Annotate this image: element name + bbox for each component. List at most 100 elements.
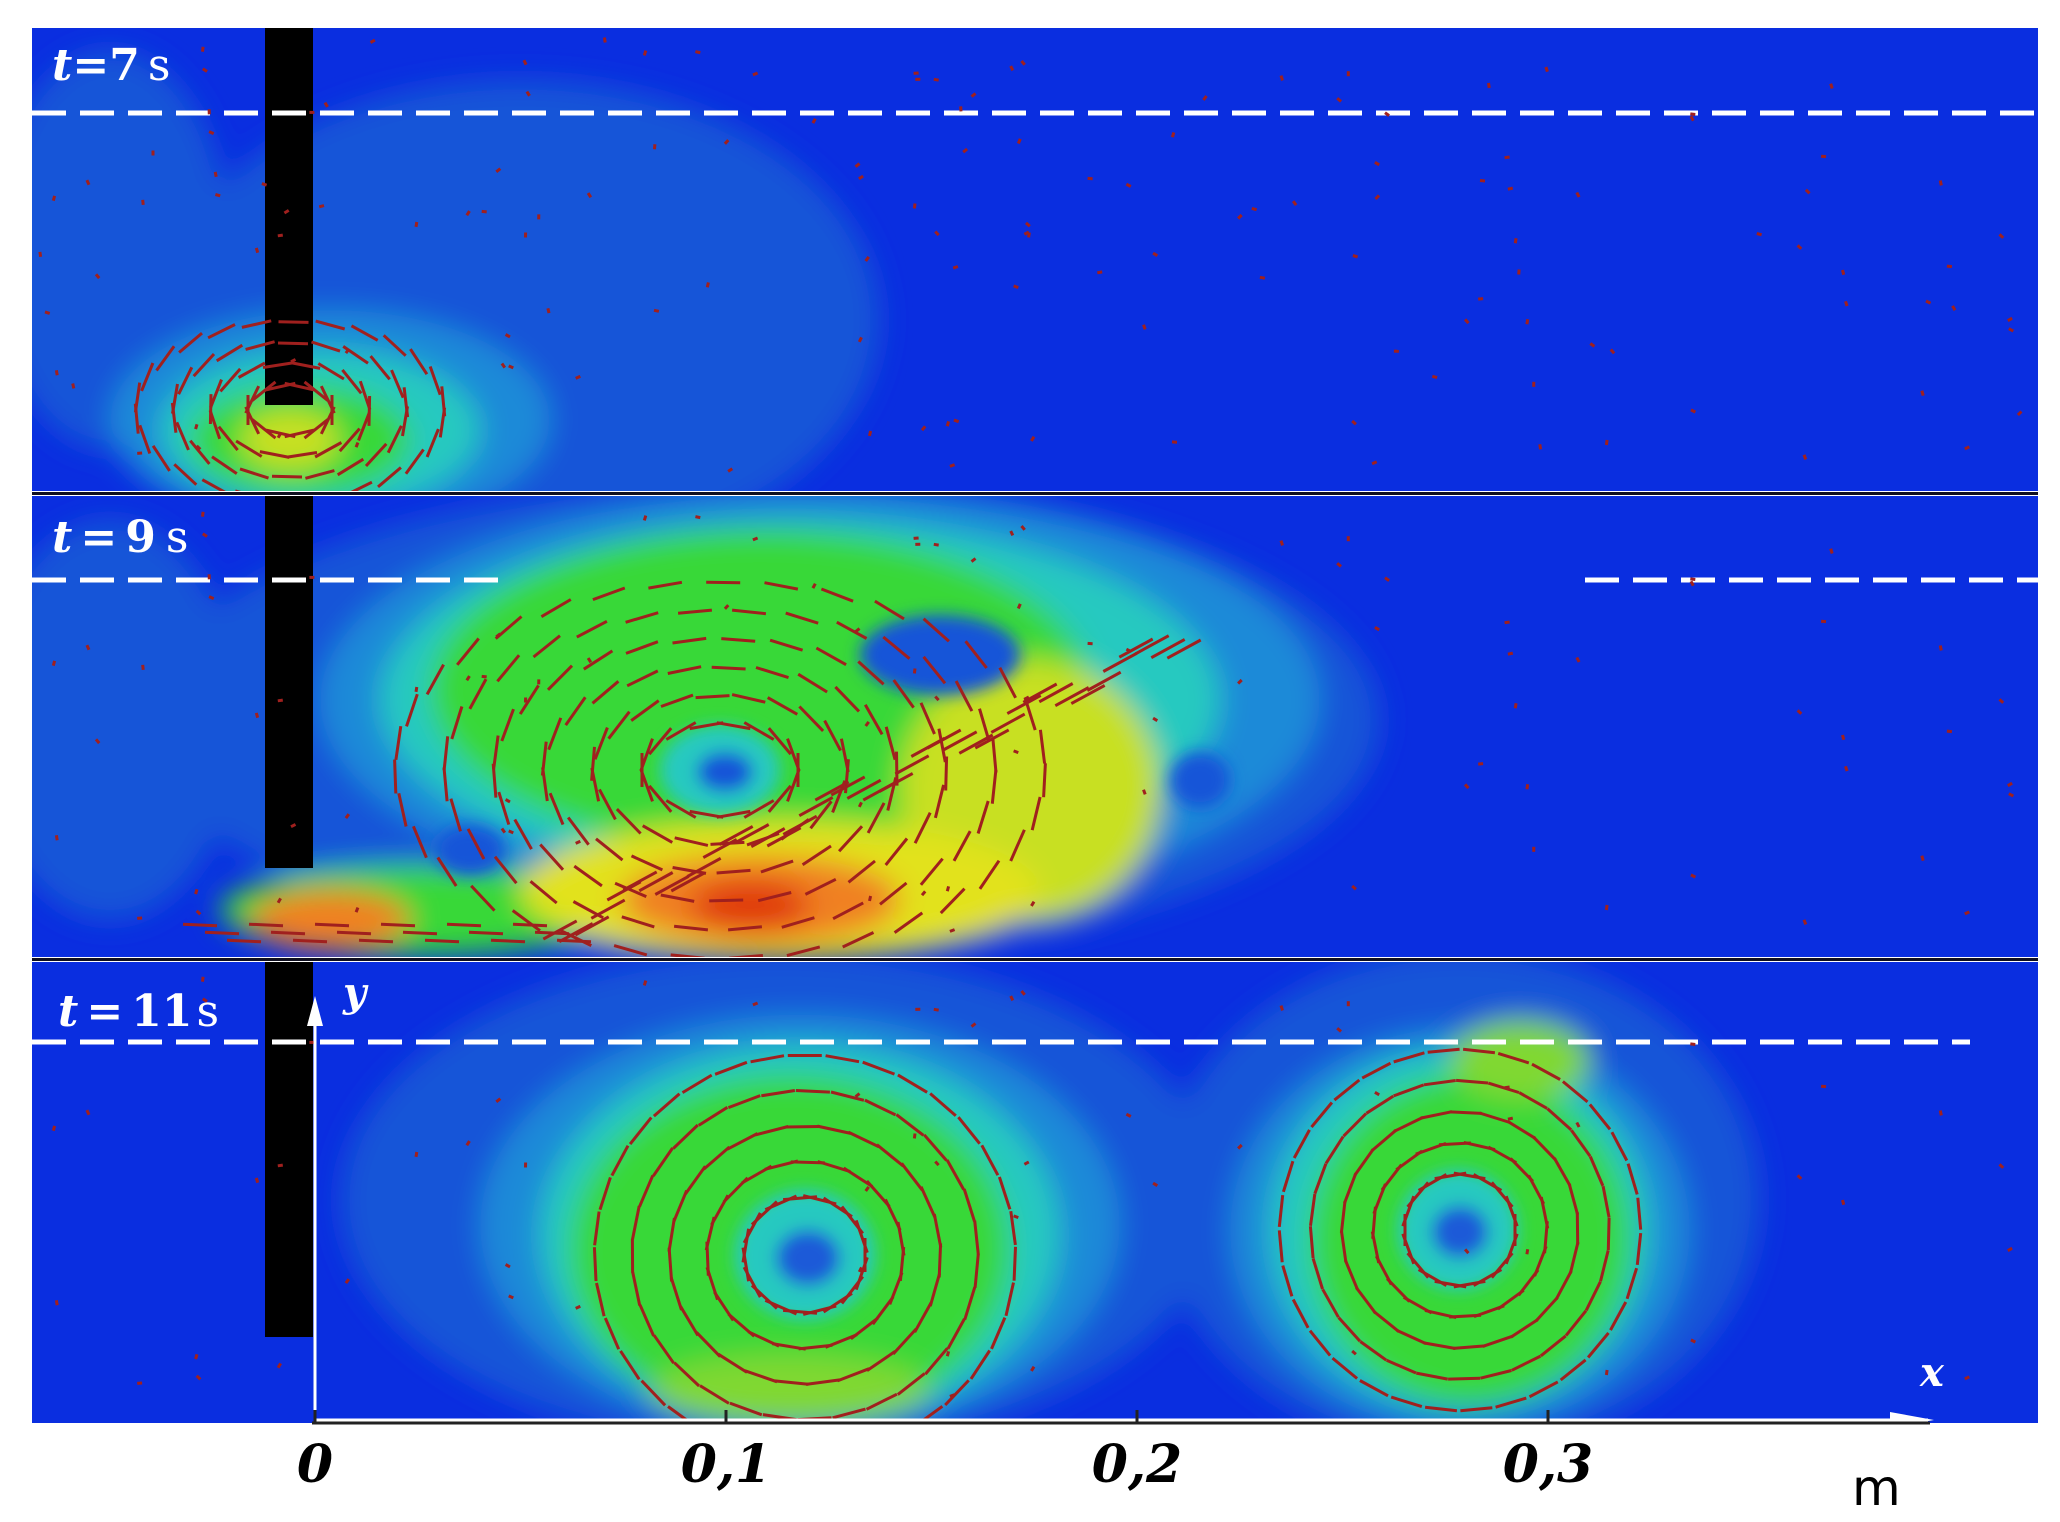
velocity-vector xyxy=(1625,1267,1639,1300)
velocity-vector xyxy=(1829,548,1834,554)
velocity-vector xyxy=(54,1300,59,1306)
velocity-vector xyxy=(446,922,482,928)
velocity-vector xyxy=(1511,1354,1542,1372)
velocity-vector xyxy=(1125,182,1132,188)
velocity-vector xyxy=(442,767,449,802)
velocity-vector xyxy=(540,741,548,776)
velocity-vector xyxy=(1690,1042,1696,1046)
panel-t7-plate xyxy=(265,28,313,405)
velocity-vector xyxy=(717,1352,748,1374)
velocity-vector xyxy=(868,895,873,902)
velocity-vector xyxy=(1690,577,1696,581)
velocity-vector xyxy=(913,1301,933,1333)
velocity-vector xyxy=(251,380,277,402)
velocity-vector xyxy=(1070,684,1106,705)
velocity-vector xyxy=(760,859,794,874)
velocity-vector xyxy=(314,441,343,459)
velocity-vector xyxy=(997,1176,1012,1210)
velocity-vector xyxy=(1321,1288,1340,1318)
velocity-vector xyxy=(1841,734,1846,741)
velocity-vector xyxy=(1013,749,1019,755)
velocity-vector xyxy=(1604,1369,1609,1376)
velocity-vector xyxy=(500,827,507,834)
velocity-vector xyxy=(303,418,329,440)
velocity-vector xyxy=(619,1350,641,1381)
velocity-vector xyxy=(864,721,870,727)
velocity-vector xyxy=(769,638,804,652)
velocity-vector xyxy=(900,1162,924,1192)
velocity-vector xyxy=(864,1098,897,1117)
velocity-vector xyxy=(1841,269,1846,276)
velocity-vector xyxy=(595,837,624,862)
velocity-vector xyxy=(929,1092,957,1117)
velocity-vector xyxy=(795,1089,830,1094)
velocity-vector xyxy=(369,38,376,44)
velocity-vector xyxy=(846,778,882,800)
velocity-vector xyxy=(265,428,296,439)
velocity-vector xyxy=(669,1277,683,1311)
velocity-vector xyxy=(991,738,998,773)
velocity-vector xyxy=(207,323,236,340)
velocity-vector xyxy=(1309,1193,1317,1227)
velocity-vector xyxy=(815,646,847,667)
velocity-vector xyxy=(2007,316,2013,322)
velocity-vector xyxy=(1635,1232,1643,1266)
velocity-vector xyxy=(425,428,440,458)
velocity-vector xyxy=(1528,1380,1559,1399)
velocity-vector xyxy=(750,1054,785,1064)
velocity-vector xyxy=(261,182,268,187)
velocity-vector xyxy=(699,1384,730,1405)
velocity-vector xyxy=(2007,1246,2013,1252)
velocity-vector xyxy=(1689,580,1695,587)
velocity-vector xyxy=(1920,855,1925,862)
velocity-vector xyxy=(1452,1344,1486,1350)
velocity-vector xyxy=(590,898,626,920)
velocity-vector xyxy=(705,282,710,288)
velocity-vector xyxy=(834,685,861,713)
velocity-vector xyxy=(155,345,176,372)
velocity-vector xyxy=(1463,318,1470,325)
panel-t9-plate xyxy=(265,496,313,868)
velocity-vector xyxy=(653,308,660,313)
panel-t11-time-label: t = 11s xyxy=(58,986,219,1037)
velocity-vector xyxy=(1525,1249,1530,1255)
velocity-vector xyxy=(1495,1396,1527,1409)
velocity-vector xyxy=(409,348,429,376)
velocity-vector xyxy=(1584,1281,1602,1312)
velocity-vector xyxy=(290,361,321,370)
velocity-vector xyxy=(809,800,833,830)
velocity-vector xyxy=(865,1392,898,1411)
velocity-vector xyxy=(241,319,272,329)
velocity-vector xyxy=(1038,682,1074,704)
velocity-vector xyxy=(973,1220,980,1255)
velocity-vector xyxy=(598,1176,612,1211)
velocity-vector xyxy=(896,1372,926,1396)
velocity-vector xyxy=(1038,729,1047,764)
velocity-vector xyxy=(173,463,198,486)
velocity-vector xyxy=(1142,324,1147,330)
velocity-vector xyxy=(1279,75,1284,81)
velocity-vector xyxy=(686,856,722,878)
velocity-vector xyxy=(946,1318,966,1350)
velocity-vector xyxy=(54,835,59,841)
velocity-vector xyxy=(864,256,870,262)
velocity-vector xyxy=(607,710,631,740)
velocity-vector xyxy=(1150,638,1186,660)
velocity-vector xyxy=(542,919,578,941)
velocity-vector xyxy=(495,1097,502,1103)
velocity-vector xyxy=(610,1144,630,1177)
velocity-vector xyxy=(857,801,863,808)
velocity-vector xyxy=(820,587,854,603)
velocity-vector xyxy=(494,615,523,640)
velocity-vector xyxy=(1281,1160,1295,1193)
velocity-vector xyxy=(558,922,594,944)
velocity-vector xyxy=(934,230,940,237)
velocity-vector xyxy=(1202,95,1208,101)
velocity-vector xyxy=(1030,900,1036,907)
velocity-vector xyxy=(1609,348,1616,355)
velocity-vector xyxy=(1237,678,1243,685)
velocity-vector xyxy=(1588,1103,1612,1131)
velocity-vector xyxy=(1462,1047,1496,1055)
velocity-vector xyxy=(1390,1395,1423,1409)
velocity-vector xyxy=(1020,60,1026,66)
